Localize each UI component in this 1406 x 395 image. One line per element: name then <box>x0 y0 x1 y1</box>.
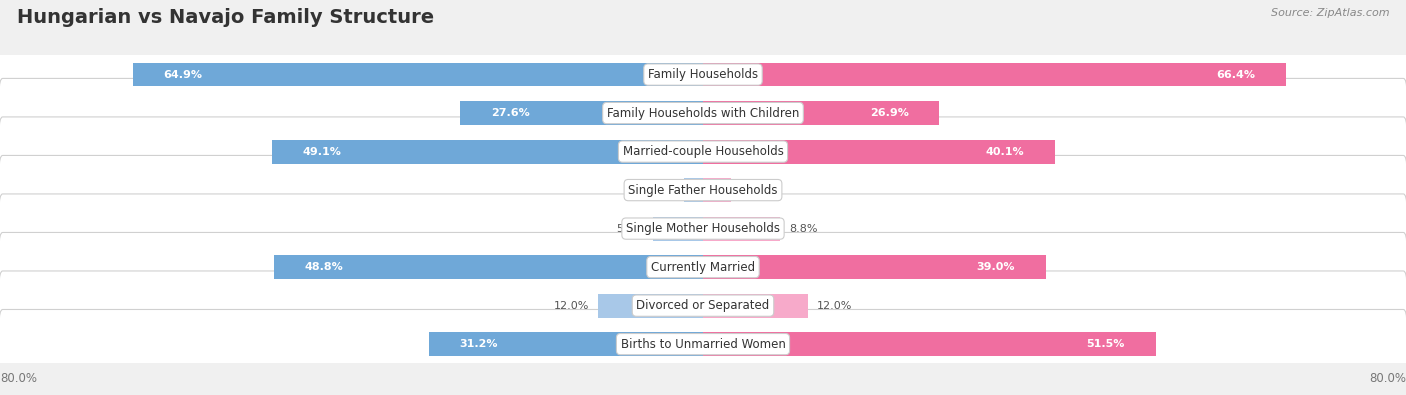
Text: 3.2%: 3.2% <box>740 185 768 195</box>
Bar <box>598 294 703 318</box>
Text: 12.0%: 12.0% <box>554 301 589 310</box>
Text: Hungarian vs Navajo Family Structure: Hungarian vs Navajo Family Structure <box>17 8 434 27</box>
Text: 39.0%: 39.0% <box>976 262 1015 272</box>
FancyBboxPatch shape <box>0 40 1406 109</box>
Bar <box>132 63 703 87</box>
Text: 8.8%: 8.8% <box>789 224 818 233</box>
Text: 31.2%: 31.2% <box>460 339 498 349</box>
Text: 48.8%: 48.8% <box>305 262 343 272</box>
Text: Married-couple Households: Married-couple Households <box>623 145 783 158</box>
Text: 12.0%: 12.0% <box>817 301 852 310</box>
Bar <box>703 255 1046 279</box>
Text: 27.6%: 27.6% <box>491 108 530 118</box>
Bar <box>652 217 703 241</box>
Bar <box>703 101 939 125</box>
Text: Divorced or Separated: Divorced or Separated <box>637 299 769 312</box>
Text: 80.0%: 80.0% <box>0 372 37 385</box>
Bar <box>703 140 1056 164</box>
Bar <box>429 332 703 356</box>
Text: 66.4%: 66.4% <box>1216 70 1256 79</box>
FancyBboxPatch shape <box>0 117 1406 186</box>
FancyBboxPatch shape <box>0 155 1406 225</box>
FancyBboxPatch shape <box>0 232 1406 302</box>
Text: 40.1%: 40.1% <box>986 147 1025 156</box>
Bar <box>461 101 703 125</box>
Bar <box>703 294 808 318</box>
Bar <box>271 140 703 164</box>
Bar <box>703 178 731 202</box>
Text: 51.5%: 51.5% <box>1087 339 1125 349</box>
Bar <box>274 255 703 279</box>
Text: Family Households: Family Households <box>648 68 758 81</box>
Text: 80.0%: 80.0% <box>1369 372 1406 385</box>
Text: 49.1%: 49.1% <box>302 147 342 156</box>
Bar <box>703 63 1286 87</box>
Bar <box>703 217 780 241</box>
FancyBboxPatch shape <box>0 194 1406 263</box>
FancyBboxPatch shape <box>0 79 1406 148</box>
Text: 64.9%: 64.9% <box>163 70 202 79</box>
Text: Source: ZipAtlas.com: Source: ZipAtlas.com <box>1271 8 1389 18</box>
Text: Single Mother Households: Single Mother Households <box>626 222 780 235</box>
Text: Family Households with Children: Family Households with Children <box>607 107 799 120</box>
Bar <box>683 178 703 202</box>
Text: 5.7%: 5.7% <box>616 224 644 233</box>
FancyBboxPatch shape <box>0 271 1406 340</box>
Text: Single Father Households: Single Father Households <box>628 184 778 197</box>
Text: Births to Unmarried Women: Births to Unmarried Women <box>620 338 786 351</box>
Text: Currently Married: Currently Married <box>651 261 755 274</box>
FancyBboxPatch shape <box>0 310 1406 379</box>
Bar <box>703 332 1156 356</box>
Text: 26.9%: 26.9% <box>870 108 908 118</box>
Text: 2.2%: 2.2% <box>647 185 675 195</box>
